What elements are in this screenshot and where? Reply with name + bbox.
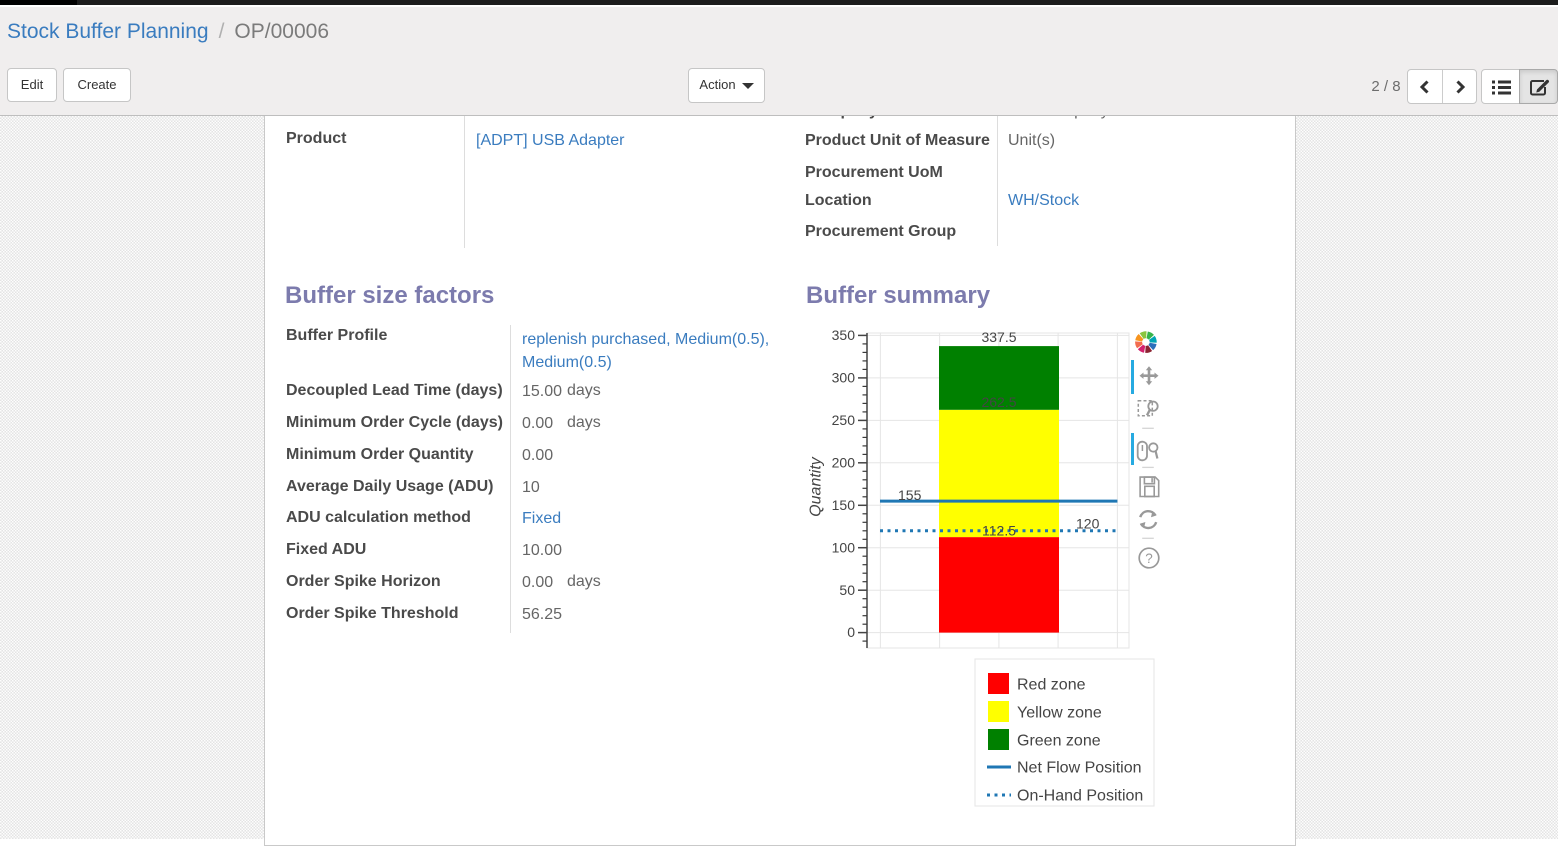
- svg-text:Green zone: Green zone: [1017, 733, 1101, 750]
- svg-text:250: 250: [832, 412, 856, 428]
- svg-text:150: 150: [832, 497, 856, 513]
- svg-text:0: 0: [847, 624, 855, 640]
- svg-text:Quantity: Quantity: [808, 456, 825, 517]
- svg-text:112.5: 112.5: [982, 523, 1016, 539]
- svg-text:50: 50: [839, 582, 855, 598]
- svg-text:155: 155: [898, 487, 922, 503]
- svg-text:Net Flow Position: Net Flow Position: [1017, 760, 1142, 777]
- svg-text:Yellow zone: Yellow zone: [1017, 705, 1102, 722]
- svg-text:On-Hand Position: On-Hand Position: [1017, 788, 1143, 805]
- svg-text:350: 350: [832, 327, 856, 343]
- svg-text:200: 200: [832, 454, 856, 470]
- svg-text:100: 100: [832, 539, 856, 555]
- svg-text:Red zone: Red zone: [1017, 677, 1086, 694]
- svg-text:?: ?: [1145, 551, 1153, 566]
- svg-text:337.5: 337.5: [981, 329, 1016, 345]
- svg-text:120: 120: [1076, 516, 1100, 532]
- svg-text:300: 300: [832, 370, 856, 386]
- svg-text:262.5: 262.5: [981, 394, 1016, 410]
